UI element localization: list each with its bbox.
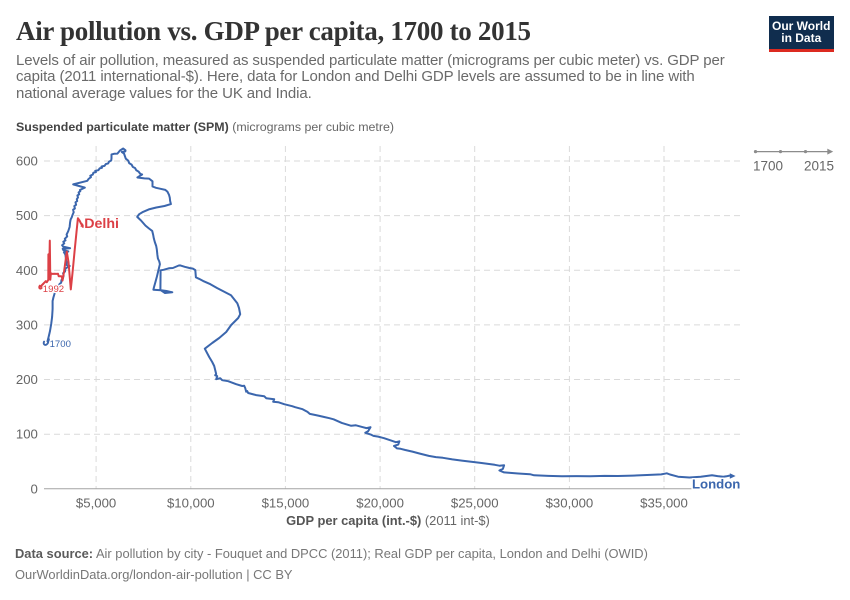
svg-text:$25,000: $25,000 [451,496,499,511]
svg-text:GDP per capita (int.-$) (2011: GDP per capita (int.-$) (2011 int-$) [286,513,490,528]
svg-text:$15,000: $15,000 [262,496,310,511]
svg-text:300: 300 [16,317,38,332]
svg-text:0: 0 [31,481,38,496]
svg-text:600: 600 [16,154,38,169]
svg-text:$30,000: $30,000 [546,496,594,511]
svg-text:1700: 1700 [50,339,71,350]
svg-text:400: 400 [16,263,38,278]
svg-text:$5,000: $5,000 [76,496,116,511]
svg-text:500: 500 [16,208,38,223]
svg-text:$20,000: $20,000 [356,496,404,511]
svg-text:$10,000: $10,000 [167,496,215,511]
svg-text:London: London [692,476,740,491]
svg-text:200: 200 [16,372,38,387]
svg-text:Delhi: Delhi [84,216,119,232]
svg-text:1700: 1700 [753,159,783,174]
svg-text:100: 100 [16,427,38,442]
svg-text:1992: 1992 [43,284,64,295]
svg-text:$35,000: $35,000 [640,496,688,511]
svg-text:2015: 2015 [804,159,834,174]
